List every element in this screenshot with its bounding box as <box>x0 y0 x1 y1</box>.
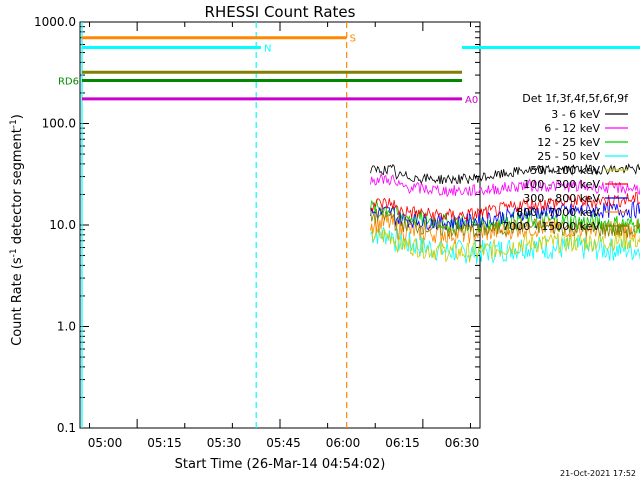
y-axis-label-mid: detector segment <box>10 128 25 248</box>
legend-label: 25 - 50 keV <box>537 150 600 163</box>
y-axis-label-sup2: -1 <box>9 119 19 128</box>
x-tick-label: 06:00 <box>326 436 361 450</box>
legend-label: 12 - 25 keV <box>537 136 600 149</box>
legend-label: 800 - 7000 keV <box>516 206 600 219</box>
series-line <box>370 173 640 198</box>
footer-date: 21-Oct-2021 17:52 <box>560 469 636 478</box>
series-line <box>370 208 640 238</box>
legend-label: 3 - 6 keV <box>551 108 600 121</box>
chart-title: RHESSI Count Rates <box>205 3 356 21</box>
legend-label: 50 - 100 keV <box>530 164 600 177</box>
legend-label: 100 - 300 keV <box>523 178 600 191</box>
series-line <box>370 224 640 264</box>
y-axis-label-sup1: -1 <box>9 248 19 257</box>
flag-label: N <box>264 44 271 55</box>
flag-label: S <box>350 34 356 45</box>
x-tick-label: 05:30 <box>207 436 242 450</box>
legend-label: 300 - 800 keV <box>523 192 600 205</box>
y-tick-label: 1000.0 <box>34 15 76 29</box>
x-tick-label: 06:15 <box>385 436 420 450</box>
legend-title: Det 1f,3f,4f,5f,6f,9f <box>522 92 629 105</box>
flag-label: A0 <box>465 95 478 106</box>
x-tick-label: 05:45 <box>266 436 301 450</box>
x-tick-label: 06:30 <box>445 436 480 450</box>
legend-label: 7000 - 15000 keV <box>502 220 600 233</box>
x-tick-label: 05:00 <box>88 436 123 450</box>
y-tick-label: 1.0 <box>57 320 76 334</box>
series-line <box>370 200 640 231</box>
y-axis-label: Count Rate (s-1 detector segment-1) <box>9 114 25 346</box>
y-axis-label-end: ) <box>10 114 25 119</box>
x-axis-label: Start Time (26-Mar-14 04:54:02) <box>175 457 386 472</box>
series-line <box>370 226 640 263</box>
y-tick-label: 0.1 <box>57 421 76 435</box>
legend-label: 6 - 12 keV <box>544 122 600 135</box>
y-tick-label: 10.0 <box>49 218 76 232</box>
x-tick-label: 05:15 <box>147 436 182 450</box>
plot-area: 0.1 1.0 10.0 100.0 1000.0 05:00 05:15 05:30 05:4… <box>34 15 640 450</box>
series-line <box>370 199 640 234</box>
flag-label: RD6 <box>58 77 79 88</box>
y-tick-label: 100.0 <box>42 117 76 131</box>
series-line <box>370 191 640 222</box>
y-axis-label-main: Count Rate (s <box>10 257 25 346</box>
